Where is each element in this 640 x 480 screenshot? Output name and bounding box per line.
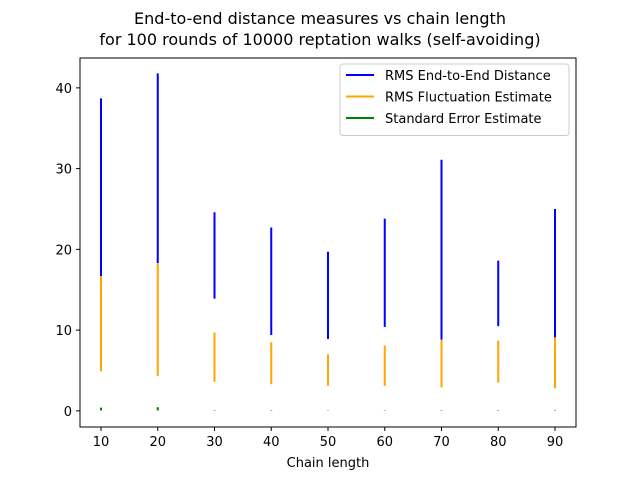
y-tick-label: 10 — [55, 324, 72, 339]
y-axis-ticks: 0 10 20 30 40 — [55, 82, 80, 420]
x-tick-label: 90 — [547, 435, 564, 450]
x-tick-label: 60 — [376, 435, 393, 450]
x-tick-label: 80 — [490, 435, 507, 450]
y-tick-label: 0 — [64, 405, 72, 420]
x-tick-label: 50 — [320, 435, 337, 450]
x-tick-label: 10 — [93, 435, 110, 450]
chart-marks — [99, 73, 557, 411]
x-tick-label: 70 — [433, 435, 450, 450]
y-tick-label: 20 — [55, 243, 72, 258]
legend-label-2: Standard Error Estimate — [385, 112, 542, 127]
legend: RMS End-to-End Distance RMS Fluctuation E… — [339, 63, 570, 136]
x-axis-ticks: 10 20 30 40 50 60 70 80 90 — [93, 427, 564, 450]
legend-label-0: RMS End-to-End Distance — [385, 69, 551, 84]
x-tick-label: 30 — [206, 435, 223, 450]
x-tick-label: 20 — [149, 435, 166, 450]
x-axis-label: Chain length — [287, 456, 370, 471]
x-tick-label: 40 — [263, 435, 280, 450]
y-tick-label: 40 — [55, 82, 72, 97]
chart-title: End-to-end distance measures vs chain le… — [99, 9, 540, 49]
y-tick-label: 30 — [55, 163, 72, 178]
legend-label-1: RMS Fluctuation Estimate — [385, 91, 552, 106]
legend-box — [339, 63, 570, 136]
